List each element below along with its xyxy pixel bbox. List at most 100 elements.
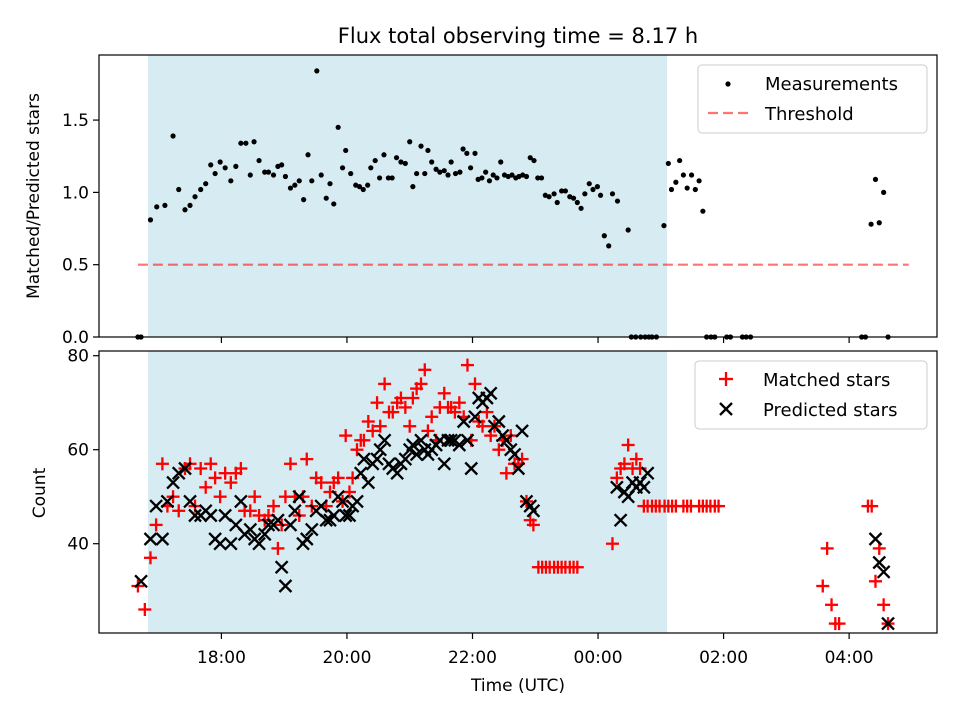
measurement-point [570,195,577,201]
measurement-point [445,172,451,178]
predicted-point [274,560,289,575]
predicted-point [160,494,175,509]
matched-point [331,471,345,485]
matched-point [357,433,371,447]
measurement-point [305,152,311,158]
measurement-point [876,220,882,226]
measurement-point [217,159,223,165]
x-tick-label: 20:00 [322,648,371,668]
matched-point [492,443,506,457]
predicted-point [149,499,163,513]
top-y-axis: 0.0 0.5 1.0 1.5 [62,111,99,348]
predicted-point [143,532,158,546]
predicted-point [876,565,891,579]
measurement-point [365,182,371,188]
x-tick-label: 02:00 [699,648,748,668]
matched-point [398,400,412,414]
top-y-tick-label: 0.5 [62,256,89,276]
matched-point [460,358,474,372]
x-tick-label: 18:00 [197,648,246,668]
measurement-point [554,199,560,206]
measurement-point [372,157,378,164]
matched-point [149,518,163,532]
measurement-point [452,170,459,177]
measurement-point [464,150,470,156]
matched-point [386,405,400,419]
matched-point [865,499,879,513]
matched-point [213,490,227,504]
measurement-point [546,194,552,200]
x-tick-label: 22:00 [448,648,497,668]
matched-point [476,419,490,433]
predicted-point [406,438,420,452]
measurement-point [331,201,337,207]
predicted-points [134,386,895,631]
measurement-point [422,170,428,177]
measurement-point [376,175,383,181]
measurement-point [212,170,218,177]
predicted-point [444,433,458,448]
measurement-point [582,191,588,197]
bottom-x-axis: 18:00 20:00 22:00 00:00 02:00 04:00 [197,633,874,668]
measurement-point [402,160,408,167]
measurement-point [601,233,607,239]
matched-point [143,551,157,565]
measurement-point [490,172,496,178]
measurement-point [343,147,349,154]
predicted-point [178,461,192,476]
measurement-point [398,159,404,165]
predicted-point [342,508,357,523]
matched-point [138,603,152,616]
measurement-point [559,188,565,194]
top-panel: 0.0 0.5 1.0 1.5 Matched/Predicted stars Mea… [24,54,938,348]
measurement-point [441,168,447,174]
legend-predicted-marker [719,402,733,416]
matched-point [342,485,356,499]
predicted-point [353,466,368,481]
predicted-point [314,499,329,513]
measurement-point [578,205,584,211]
bottom-y-tick-label: 80 [67,347,89,367]
measurement-point [609,191,616,197]
measurement-point [418,143,424,149]
predicted-point [460,433,475,448]
predicted-point [507,447,522,462]
predicted-point [868,532,883,546]
x-tick-label: 04:00 [825,648,874,668]
predicted-point [218,508,232,523]
matched-point [468,377,482,391]
measurement-point [586,181,592,187]
measurement-point [198,186,204,193]
legend-threshold-label: Threshold [764,104,854,125]
measurement-point [433,166,439,172]
measurement-point [368,165,374,171]
matched-point [370,396,384,410]
legend-matched-label: Matched stars [763,370,890,391]
predicted-point [278,579,293,593]
matched-point [621,438,635,452]
matched-point [570,560,584,574]
matched-point [300,452,314,466]
measurement-point [256,157,262,164]
matched-point [617,457,631,471]
bottom-plot-frame [98,350,938,634]
predicted-point [326,508,341,523]
predicted-point [203,508,218,523]
measurement-point [574,199,580,206]
predicted-point [166,475,180,490]
measurement-point [270,172,277,178]
legend-measurements-marker [725,81,731,87]
measurement-point [692,186,698,193]
measurement-point [535,175,541,181]
measurement-point [176,186,182,193]
x-tick-label: 00:00 [574,648,623,668]
measurement-point [192,194,198,200]
matched-point [877,598,891,612]
matched-point [406,391,420,405]
matched-point [403,419,417,433]
measurement-point [287,185,294,191]
measurement-point [170,133,176,139]
matched-point [155,457,169,471]
predicted-point [319,513,334,528]
measurement-point [673,179,679,185]
